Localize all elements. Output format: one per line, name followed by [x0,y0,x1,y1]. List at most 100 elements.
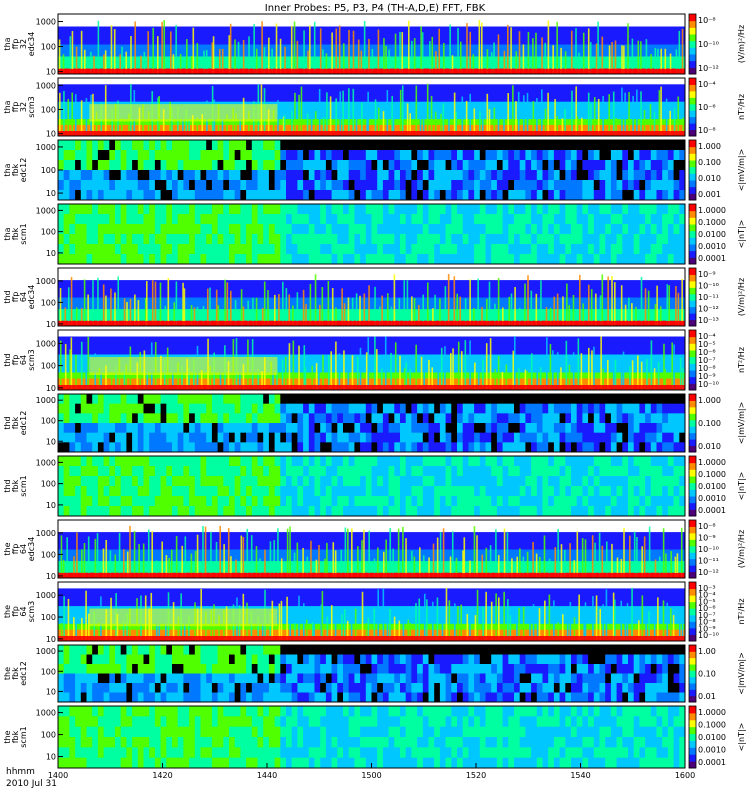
cell [514,645,521,655]
spike [215,289,218,326]
cell [599,456,606,467]
spike [71,30,74,74]
cell [394,654,401,665]
spike [234,300,237,326]
cell [422,214,429,225]
cell [457,403,464,414]
spike [114,292,116,326]
cell [599,476,606,487]
cell [468,486,475,497]
cell [297,496,304,507]
cell [559,476,566,487]
spike [612,91,615,136]
cell [553,456,561,467]
cell [588,413,595,424]
band [58,273,685,281]
cell [525,456,532,467]
cell [565,683,572,693]
cell [331,654,338,665]
cell [331,413,338,424]
cell [622,150,629,161]
cell [183,234,190,245]
cell [417,432,424,443]
cell [69,180,76,191]
cell [240,706,247,717]
cell [645,150,652,161]
cell [69,757,76,769]
cell [229,466,236,477]
cell [92,466,99,477]
cell [650,683,657,693]
cell [69,726,76,738]
spike [473,108,476,136]
cell [422,432,429,443]
cell [314,673,321,684]
cell [217,466,224,477]
cell [508,664,515,674]
cell [622,645,629,655]
cell [166,486,173,497]
cell [154,204,162,215]
cell [211,224,219,235]
cell [525,394,532,405]
cell [257,706,264,717]
panel-ylabel: edc12 [19,411,28,436]
colorbar-segment [689,217,696,225]
cell [177,476,184,487]
spike [497,555,500,578]
cell [633,442,640,453]
cell [325,706,333,717]
cell [525,476,532,487]
spike [155,560,158,578]
y-tick-label: 10 [46,572,56,581]
cell [491,423,498,434]
cell [63,757,70,769]
cell [405,160,412,171]
cell [388,150,395,161]
cell [177,466,184,477]
spike [261,308,264,326]
cell [371,160,378,171]
cell [400,190,407,201]
cell [371,413,378,424]
cell [679,645,686,655]
spike [374,336,376,390]
cell [388,160,395,171]
band [58,611,685,618]
cell [286,442,293,453]
spike [552,45,554,74]
cell [542,683,549,693]
spike [556,116,559,136]
spike [298,94,300,136]
panel-tha-fbk-scm1: tha fbk scm11000100101.00000.10000.01000.0… [3,203,746,265]
cell [280,254,287,265]
spike [560,47,562,74]
cell [531,254,538,265]
cell [189,747,196,759]
cell [650,442,657,453]
cell [63,683,70,693]
cell [588,180,595,191]
cell [639,683,646,693]
cell [599,234,606,245]
cell [97,506,105,517]
cell [223,747,230,759]
cell [126,403,133,414]
cell [280,224,287,235]
spike [419,113,422,136]
spike [80,30,83,75]
spike [614,40,617,74]
spike [224,279,226,326]
cell [280,757,287,769]
cell [189,150,196,161]
cell [593,394,600,405]
colorbar-segment [689,456,696,464]
cell [223,673,230,684]
cell [445,160,452,171]
cell [679,456,686,467]
cell [496,423,504,434]
cell [616,150,623,161]
cell [388,456,395,467]
cell [223,726,230,738]
cell [371,673,378,684]
